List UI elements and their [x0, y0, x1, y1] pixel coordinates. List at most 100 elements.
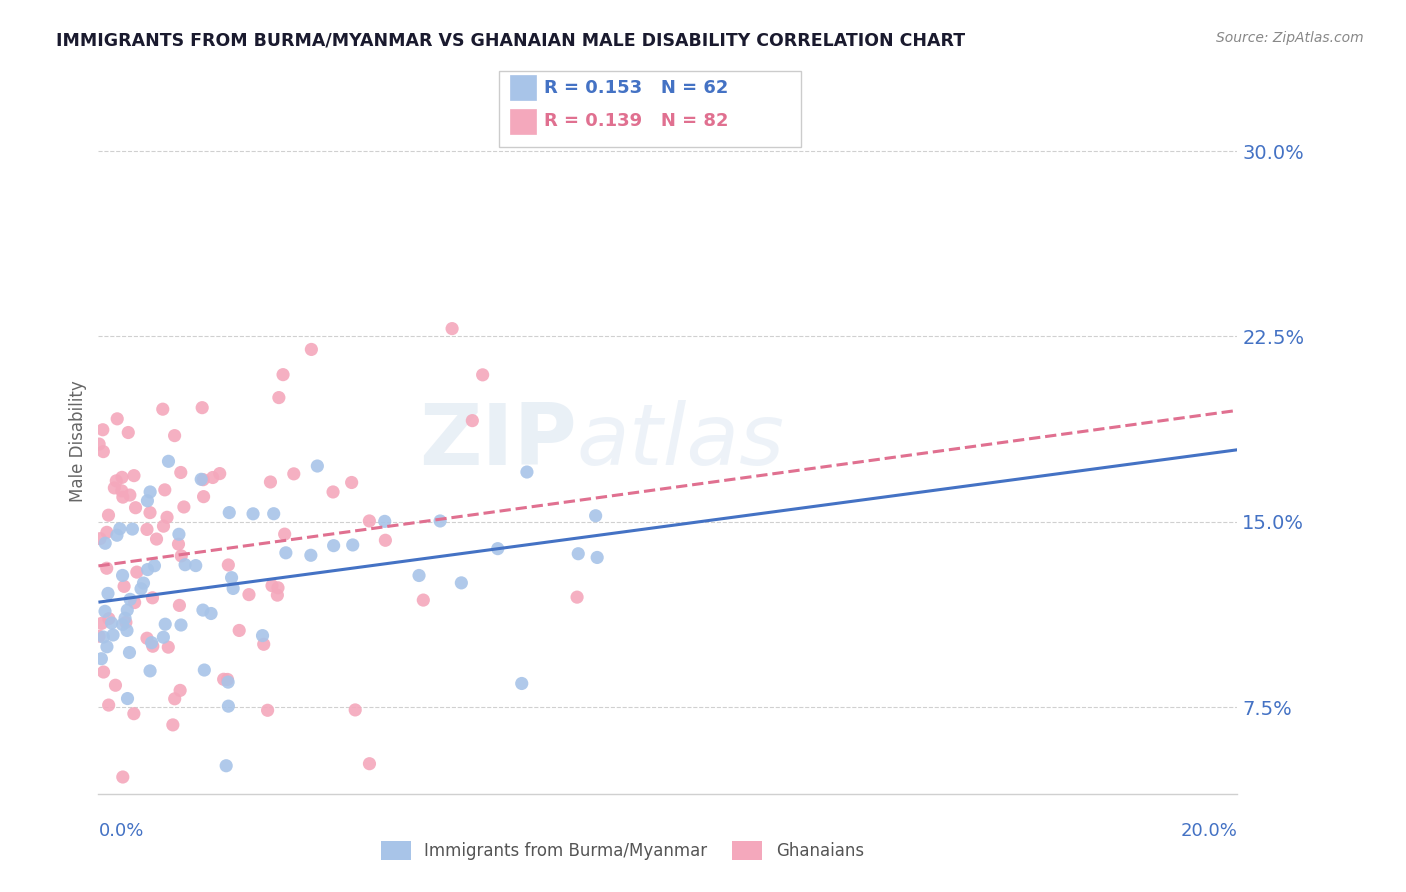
Point — [141, 591, 163, 605]
Point — [97, 508, 120, 523]
Point — [252, 629, 274, 643]
Point — [259, 475, 281, 489]
Point — [170, 618, 193, 632]
Point — [359, 514, 381, 528]
Point — [228, 624, 250, 638]
Point — [111, 483, 134, 498]
Point — [359, 756, 381, 771]
Point — [105, 412, 128, 426]
Point — [152, 402, 174, 417]
Point — [118, 646, 141, 660]
Point — [274, 546, 297, 560]
Point — [90, 651, 112, 665]
Point — [125, 565, 148, 579]
Point — [122, 706, 145, 721]
Point — [132, 576, 155, 591]
Point — [96, 640, 118, 654]
Point — [115, 615, 138, 630]
Point — [136, 632, 159, 646]
Point — [118, 488, 141, 502]
Point — [105, 474, 128, 488]
Point — [200, 607, 222, 621]
Point — [193, 490, 215, 504]
Point — [157, 640, 180, 655]
Point — [103, 481, 125, 495]
Point — [510, 676, 533, 690]
Point — [208, 467, 231, 481]
Point — [108, 522, 131, 536]
Point — [90, 616, 112, 631]
Text: 0.0%: 0.0% — [98, 822, 143, 840]
Point — [191, 401, 214, 415]
Text: atlas: atlas — [576, 400, 785, 483]
Point — [412, 593, 434, 607]
Point — [408, 568, 430, 582]
Point — [344, 703, 367, 717]
Point — [212, 673, 235, 687]
Point — [111, 490, 134, 504]
Point — [136, 523, 159, 537]
Point — [117, 691, 139, 706]
Point — [121, 522, 143, 536]
Point — [97, 586, 120, 600]
Point — [299, 343, 322, 357]
Point — [266, 588, 288, 602]
Point — [97, 612, 120, 626]
Point — [283, 467, 305, 481]
Point — [152, 630, 174, 644]
Point — [486, 541, 509, 556]
Point — [93, 665, 115, 679]
Point — [163, 428, 186, 442]
Point — [117, 603, 139, 617]
Point — [89, 532, 111, 546]
Point — [142, 639, 165, 653]
Legend: Immigrants from Burma/Myanmar, Ghanaians: Immigrants from Burma/Myanmar, Ghanaians — [374, 834, 870, 867]
Point — [124, 595, 146, 609]
Point — [429, 514, 451, 528]
Point — [191, 603, 214, 617]
Y-axis label: Male Disability: Male Disability — [69, 381, 87, 502]
Point — [217, 675, 239, 690]
Point — [145, 532, 167, 546]
Point — [87, 629, 110, 643]
Point — [124, 500, 146, 515]
Point — [173, 500, 195, 514]
Point — [340, 475, 363, 490]
Point — [111, 568, 134, 582]
Point — [238, 588, 260, 602]
Point — [322, 539, 344, 553]
Point — [93, 630, 115, 644]
Point — [267, 581, 290, 595]
Point — [441, 321, 464, 335]
Point — [91, 444, 114, 458]
Point — [120, 592, 142, 607]
Point — [156, 510, 179, 524]
Point — [256, 703, 278, 717]
Point — [267, 391, 290, 405]
Point — [193, 473, 215, 487]
Point — [322, 485, 344, 500]
Point — [114, 611, 136, 625]
Point — [169, 599, 191, 613]
Point — [242, 507, 264, 521]
Point — [253, 637, 276, 651]
Point — [112, 579, 135, 593]
Point — [271, 368, 294, 382]
Point — [167, 527, 190, 541]
Point — [193, 812, 215, 826]
Point — [153, 483, 176, 497]
Point — [139, 506, 162, 520]
Text: ZIP: ZIP — [419, 400, 576, 483]
Text: IMMIGRANTS FROM BURMA/MYANMAR VS GHANAIAN MALE DISABILITY CORRELATION CHART: IMMIGRANTS FROM BURMA/MYANMAR VS GHANAIA… — [56, 31, 966, 49]
Point — [471, 368, 494, 382]
Point — [174, 558, 197, 572]
Point — [139, 485, 162, 500]
Point — [97, 698, 120, 712]
Point — [299, 549, 322, 563]
Point — [122, 468, 145, 483]
Text: Source: ZipAtlas.com: Source: ZipAtlas.com — [1216, 31, 1364, 45]
Text: 20.0%: 20.0% — [1181, 822, 1237, 840]
Point — [217, 699, 239, 714]
Point — [87, 437, 110, 451]
Point — [111, 470, 134, 484]
